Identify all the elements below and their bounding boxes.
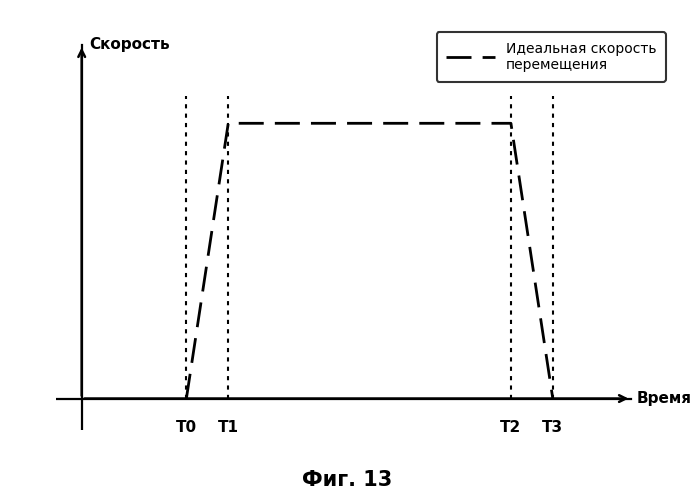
- Text: T3: T3: [542, 420, 564, 435]
- Text: T0: T0: [176, 420, 197, 435]
- Text: T1: T1: [218, 420, 239, 435]
- Text: T2: T2: [500, 420, 521, 435]
- Text: Скорость: Скорость: [90, 37, 170, 52]
- Text: Фиг. 13: Фиг. 13: [302, 470, 392, 490]
- Text: Время: Время: [636, 391, 691, 406]
- Legend: Идеальная скорость
перемещения: Идеальная скорость перемещения: [437, 32, 666, 82]
